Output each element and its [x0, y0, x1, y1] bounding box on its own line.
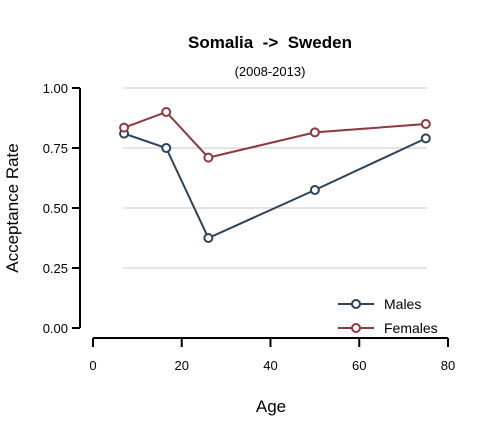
chart-title: Somalia -> Sweden	[188, 33, 352, 52]
legend: Males Females	[338, 296, 438, 336]
data-point-males	[203, 233, 214, 243]
x-tick-label: 60	[352, 358, 366, 373]
y-tick-label: 0.50	[43, 201, 68, 216]
gridlines	[123, 87, 427, 269]
x-axis-title: Age	[256, 397, 286, 416]
x-tick-label: 40	[263, 358, 277, 373]
data-point-females	[309, 127, 320, 138]
y-tick-label: 0.25	[43, 261, 68, 276]
data-point-females	[203, 152, 214, 163]
x-tick-label: 20	[175, 358, 189, 373]
x-tick-label: 80	[441, 358, 455, 373]
chart-subtitle: (2008-2013)	[235, 64, 306, 79]
y-tick-label: 0.00	[43, 321, 68, 336]
legend-label-females: Females	[384, 320, 438, 336]
data-point-males	[161, 143, 172, 153]
data-point-males	[420, 133, 431, 144]
y-tick-label: 0.75	[43, 141, 68, 156]
legend-label-males: Males	[384, 296, 421, 312]
axes: 0.00 0.25 0.50 0.75 1.00 0 20 40 60 80	[43, 81, 456, 373]
legend-marker-males	[351, 299, 361, 309]
legend-marker-females	[351, 323, 361, 333]
data-point-males	[309, 185, 320, 195]
data-point-females	[420, 119, 431, 129]
data-point-females	[161, 107, 172, 117]
y-tick-label: 1.00	[43, 81, 68, 96]
series-layer	[119, 107, 431, 243]
y-axis-title: Acceptance Rate	[3, 143, 22, 272]
x-tick-label: 0	[89, 358, 96, 373]
data-point-females	[119, 122, 130, 133]
